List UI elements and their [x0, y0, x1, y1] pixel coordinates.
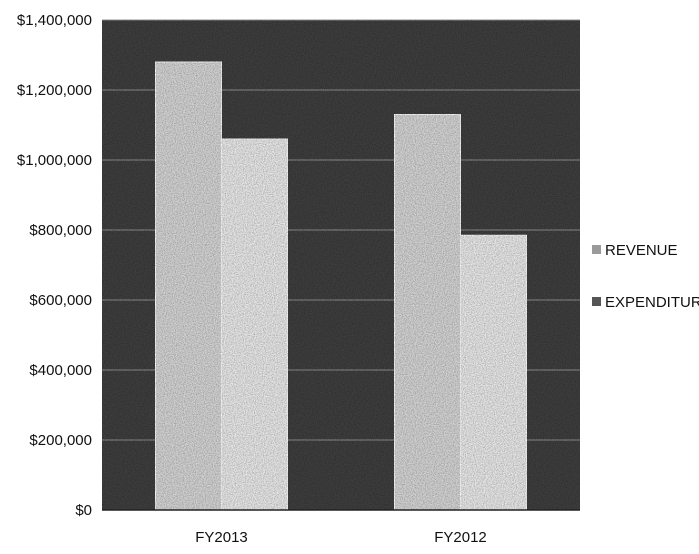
y-tick-label: $400,000 — [29, 362, 92, 379]
legend-swatch — [592, 245, 601, 254]
y-tick-label: $1,200,000 — [17, 82, 92, 99]
x-tick-label: FY2012 — [434, 529, 487, 546]
y-tick-label: $1,000,000 — [17, 152, 92, 169]
y-tick-label: $0 — [75, 502, 92, 519]
y-tick-label: $800,000 — [29, 222, 92, 239]
y-tick-label: $1,400,000 — [17, 12, 92, 29]
x-tick-label: FY2013 — [195, 529, 248, 546]
y-tick-label: $200,000 — [29, 432, 92, 449]
y-tick-label: $600,000 — [29, 292, 92, 309]
legend-swatch — [592, 297, 601, 306]
plot-texture — [102, 20, 580, 510]
legend-label-expenditure: EXPENDITURE — [605, 294, 699, 311]
legend-label-revenue: REVENUE — [605, 242, 678, 259]
